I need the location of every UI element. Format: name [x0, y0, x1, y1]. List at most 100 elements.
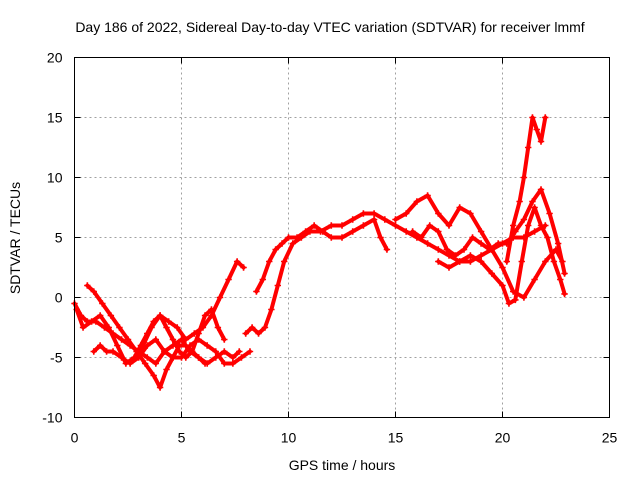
plus-marker — [152, 360, 160, 367]
plus-marker — [90, 288, 97, 295]
plus-marker — [467, 258, 474, 265]
plus-marker — [107, 312, 115, 319]
plus-marker — [126, 360, 134, 367]
plus-marker — [383, 246, 391, 253]
plus-marker — [201, 312, 209, 319]
plus-marker — [144, 354, 151, 361]
plus-marker — [524, 222, 532, 229]
plus-marker — [169, 354, 177, 361]
plus-marker — [165, 318, 172, 325]
plus-marker — [360, 222, 367, 229]
plus-marker — [195, 330, 202, 337]
plus-marker — [289, 240, 296, 247]
plus-marker — [144, 342, 151, 349]
plus-marker — [435, 246, 442, 253]
plus-marker — [424, 240, 431, 247]
plus-marker — [456, 258, 463, 265]
plus-marker — [554, 240, 562, 247]
plus-marker — [195, 354, 202, 361]
plus-marker — [310, 222, 318, 229]
plus-marker — [445, 222, 453, 229]
y-tick-label: -5 — [50, 350, 63, 366]
plus-marker — [495, 240, 502, 247]
plus-marker — [246, 348, 254, 355]
plus-marker — [174, 324, 181, 331]
plus-marker — [150, 318, 157, 325]
plus-marker — [137, 342, 145, 349]
plus-marker — [531, 204, 538, 211]
plus-marker — [131, 354, 138, 361]
plus-marker — [293, 234, 301, 241]
data-series-satellite-track-10 — [435, 204, 568, 307]
plus-marker — [360, 210, 367, 217]
plus-marker — [186, 342, 194, 349]
data-series-satellite-track-9 — [409, 186, 568, 277]
x-tick-label: 15 — [388, 430, 404, 446]
y-tick-label: 5 — [55, 230, 63, 246]
plus-marker — [253, 288, 260, 295]
plus-marker — [236, 348, 243, 355]
plus-marker — [268, 306, 275, 313]
plus-marker — [229, 360, 237, 367]
plus-marker — [510, 222, 517, 229]
plus-marker — [413, 198, 421, 205]
plus-marker — [557, 276, 564, 283]
plus-marker — [99, 300, 106, 307]
plus-marker — [96, 312, 104, 319]
data-series-satellite-track-4 — [90, 336, 254, 367]
plus-marker — [109, 348, 117, 355]
plus-marker — [182, 336, 189, 343]
plus-marker — [118, 336, 125, 343]
plus-marker — [152, 336, 160, 343]
plus-marker — [443, 246, 451, 253]
plus-marker — [435, 228, 442, 235]
plus-marker — [278, 240, 286, 247]
plus-marker — [84, 282, 91, 289]
plus-marker — [424, 192, 431, 199]
data-series-satellite-track-11 — [503, 114, 549, 265]
plus-marker — [469, 234, 476, 241]
plus-marker — [520, 174, 528, 181]
plus-marker — [531, 228, 538, 235]
plus-marker — [105, 324, 112, 331]
plus-marker — [392, 216, 399, 223]
plus-marker — [518, 258, 525, 265]
plus-marker — [370, 210, 378, 217]
plus-marker — [403, 210, 410, 217]
plus-marker — [445, 264, 453, 271]
plus-marker — [529, 198, 536, 205]
x-tick-label: 20 — [495, 430, 511, 446]
plus-marker — [163, 324, 170, 331]
plus-marker — [537, 138, 545, 145]
x-tick-label: 10 — [281, 430, 297, 446]
plus-marker — [90, 348, 97, 355]
plus-marker — [328, 222, 335, 229]
plus-marker — [542, 114, 549, 121]
plus-marker — [403, 228, 410, 235]
plus-marker — [544, 234, 551, 241]
plus-marker — [524, 144, 532, 151]
x-axis-label: GPS time / hours — [289, 457, 396, 473]
x-tick-label: 5 — [178, 430, 186, 446]
plus-marker — [233, 258, 241, 265]
series-line — [91, 337, 252, 366]
plus-marker — [221, 336, 228, 343]
plus-marker — [533, 126, 540, 133]
plus-marker — [516, 198, 523, 205]
plus-marker — [456, 204, 463, 211]
plus-marker — [96, 342, 104, 349]
plus-marker — [285, 234, 292, 241]
plus-marker — [163, 366, 170, 373]
plus-marker — [225, 276, 232, 283]
plus-marker — [512, 296, 519, 304]
plus-marker — [477, 228, 485, 235]
plus-marker — [550, 258, 558, 265]
plus-marker — [176, 348, 183, 355]
plus-marker — [503, 258, 510, 265]
plus-marker — [248, 324, 256, 331]
plus-marker — [338, 222, 346, 229]
plus-marker — [546, 210, 553, 217]
plus-marker — [460, 246, 468, 253]
plus-marker — [255, 330, 262, 337]
plus-marker — [338, 234, 346, 241]
